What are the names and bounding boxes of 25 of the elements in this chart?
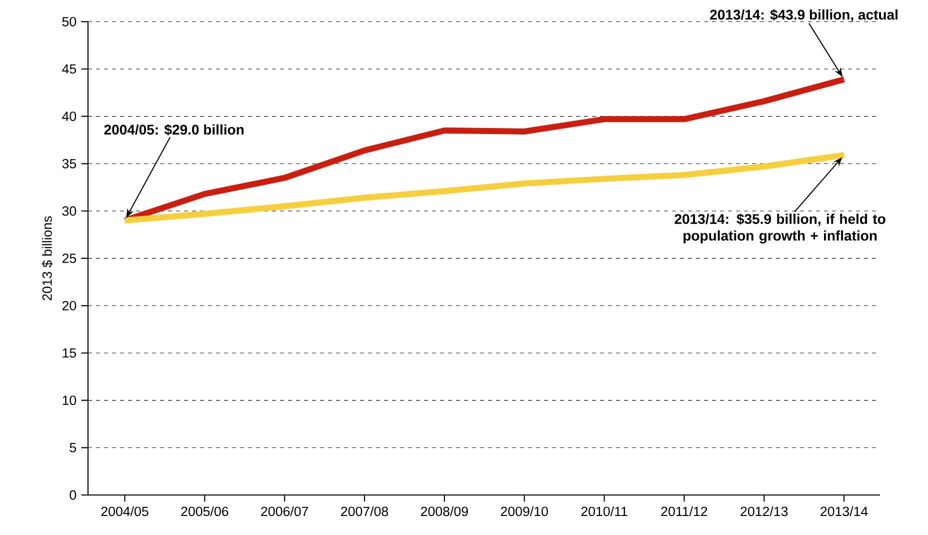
y-tick-label: 25: [62, 254, 76, 264]
annotation: 2013/14: $43.9 billion, actual: [710, 9, 898, 22]
x-tick-label: 2010/11: [581, 506, 628, 516]
y-tick-label: 30: [62, 206, 76, 216]
x-tick-label: 2012/13: [740, 506, 788, 516]
x-tick-label: 2006/07: [261, 506, 308, 516]
x-tick-label: 2005/06: [181, 506, 228, 516]
y-tick-label: 50: [62, 16, 76, 26]
x-tick-label: 2011/12: [661, 506, 708, 516]
y-tick-label: 10: [62, 396, 76, 406]
x-tick-label: 2007/08: [341, 506, 388, 516]
y-tick-label: 40: [62, 112, 76, 122]
annotation: 2013/14: $35.9 billion, if held to population growth + inflation: [674, 213, 886, 244]
y-tick-label: 45: [62, 64, 76, 74]
y-axis-title: 2013 $ billions: [42, 216, 53, 300]
y-tick-label: 35: [62, 158, 76, 168]
y-tick-label: 20: [62, 300, 76, 310]
y-tick-label: 0: [70, 490, 76, 500]
annotation: 2004/05: $29.0 billion: [104, 124, 244, 136]
y-tick-label: 15: [62, 348, 76, 358]
x-tick-label: 2009/10: [500, 506, 548, 516]
y-tick-label: 5: [70, 442, 76, 452]
x-tick-label: 2008/09: [421, 506, 468, 516]
x-tick-label: 2004/05: [101, 506, 148, 516]
x-tick-label: 2013/14: [820, 506, 868, 516]
